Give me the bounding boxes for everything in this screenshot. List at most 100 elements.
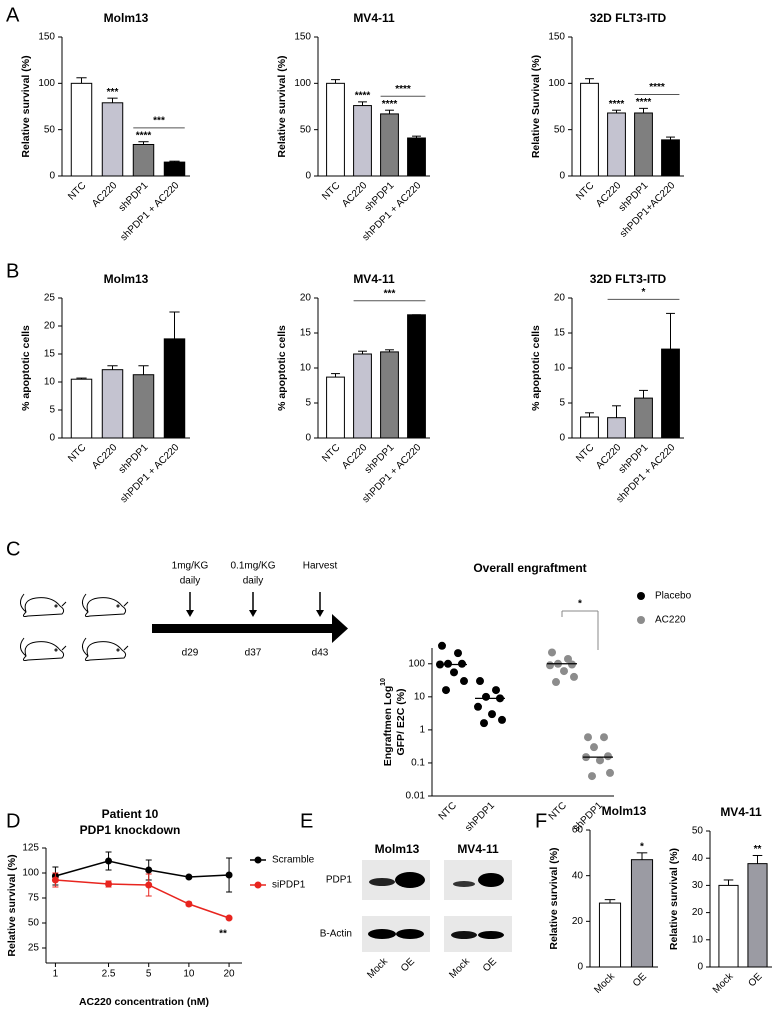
y-tick-label: 15 [44,349,56,360]
timeline-day: d43 [312,648,329,659]
data-point [584,733,592,742]
y-tick-label: 100 [548,78,565,89]
y-tick-label: 100 [38,78,55,89]
y-axis-label-sup: 10 [380,678,387,686]
timeline-label: daily [243,576,264,587]
y-tick-label: 60 [572,825,584,836]
chart-title: 32D FLT3-ITD [590,272,667,286]
chart-title: Molm13 [602,804,647,818]
timeline-label: Harvest [303,561,338,572]
y-tick-label: 5 [305,398,311,409]
y-tick-label: 0 [49,433,55,444]
y-tick-label: 150 [38,32,55,43]
data-point [488,710,496,719]
x-tick-label: NTC [547,800,569,822]
y-tick-label: 10 [692,934,704,945]
y-tick-label: 20 [554,293,566,304]
y-tick-label: 10 [300,363,312,374]
data-point [438,641,446,650]
data-point [552,678,560,687]
mice [20,593,129,661]
x-tick-label: 5 [146,969,152,980]
significance: * [640,841,644,852]
data-point [444,659,452,668]
x-tick-label: NTC [66,442,88,464]
bar [607,417,626,439]
timeline-arrow [152,624,334,633]
data-point [560,667,568,676]
bar [634,397,653,439]
y-tick-label: 20 [692,907,704,918]
y-tick-label: 100 [408,658,425,669]
data-point [476,677,484,686]
y-tick-label: 1 [419,725,425,736]
data-point [548,648,556,657]
chart-title: Overall engraftment [473,561,586,575]
blot-band [368,929,396,939]
data-point [568,660,576,669]
data-point [606,768,614,777]
data-point [51,876,59,884]
y-tick-label: 5 [49,405,55,416]
y-tick-label: 100 [294,78,311,89]
significance: ** [754,844,762,855]
y-axis-label: % apoptotic cells [20,325,32,411]
significance: **** [636,97,652,108]
chart-title: PDP1 knockdown [80,823,181,837]
y-tick-label: 15 [554,328,566,339]
data-point [546,661,554,670]
panel-label: E [300,810,313,832]
y-tick-label: 30 [692,880,704,891]
significance: *** [153,115,165,126]
timeline-day: d37 [245,648,262,659]
x-tick-label: Mock [592,971,617,996]
bar [607,112,626,177]
data-point [600,733,608,742]
y-tick-label: 15 [300,328,312,339]
panel-label: B [6,260,19,282]
x-tick-label: Mock [711,971,736,996]
x-tick-label: shPDP1 + AC220 [118,442,181,505]
bar [630,859,654,968]
y-axis-label: % apoptotic cells [530,325,542,411]
x-tick-label: NTC [574,180,596,202]
y-tick-label: 5 [559,398,565,409]
chart-title: Molm13 [104,272,149,286]
x-tick-label: 10 [183,969,195,980]
significance: *** [384,288,396,299]
bar [380,351,399,439]
blot-lane: Mock [365,956,390,981]
legend-marker [637,616,645,624]
y-tick-label: 150 [294,32,311,43]
y-tick-label: 125 [22,843,39,854]
significance: * [578,599,582,610]
timeline-tick-head [249,610,257,617]
x-tick-label: NTC [66,180,88,202]
x-tick-label: 1 [53,969,59,980]
legend-marker [254,856,262,864]
data-point [570,672,578,681]
blot-cell-line: MV4-11 [457,842,499,856]
chart-title: Patient 10 [102,807,159,821]
y-tick-label: 50 [28,918,40,929]
panel-label: C [6,538,20,560]
chart-title: MV4-11 [720,805,762,819]
legend-marker [254,881,262,889]
y-tick-label: 25 [44,293,56,304]
series-line [55,879,230,919]
significance: *** [107,87,119,98]
y-tick-label: 100 [22,868,39,879]
y-tick-label: 0 [697,962,703,973]
x-tick-label: 20 [224,969,236,980]
legend-label: siPDP1 [272,880,306,891]
x-tick-label: OE [746,971,764,989]
legend-label: AC220 [655,615,686,626]
bar [407,137,426,177]
y-axis-label: Relative survival (%) [668,848,680,950]
data-point [588,772,596,781]
bar [70,378,93,439]
legend-label: Scramble [272,855,315,866]
data-point [105,880,113,888]
data-point [590,743,598,752]
data-point [458,659,466,668]
